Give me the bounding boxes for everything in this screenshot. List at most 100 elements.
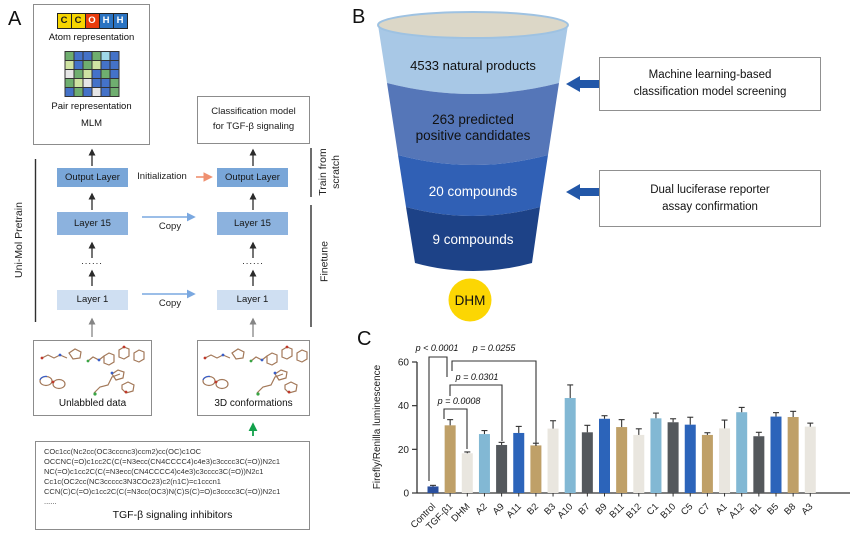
sig-bracket-3 [443,408,468,449]
pair-cell-2-2 [83,70,91,78]
x-label-B1: B1 [748,501,764,517]
initialization-label: Initialization [137,171,187,182]
callout-arrow-2-icon [566,184,600,200]
x-label-B9: B9 [594,501,610,517]
pair-cell-4-0 [65,88,73,96]
atom-cell-2: O [84,13,100,29]
finetune-label: Finetune [318,241,331,282]
sig-bracket-1 [451,360,537,446]
atom-cell-1: C [70,13,86,29]
layer15-right: Layer 15 [217,212,288,235]
smiles-line-6: ...... [44,497,57,506]
pair-cell-4-3 [92,88,100,96]
atom-cell-3: H [98,13,114,29]
bar-B1 [753,436,765,493]
x-label-TGF-β1: TGF-β1 [424,501,455,532]
sig-label-3: p = 0.0008 [437,396,481,406]
bar-A11 [513,432,525,493]
output-layer-left: Output Layer [57,168,128,187]
x-label-A11: A11 [505,501,524,520]
x-label-B8: B8 [782,501,798,517]
pair-cell-1-5 [110,61,118,69]
unlabeled-data-caption: Unlabbled data [58,398,127,409]
x-label-A12: A12 [727,501,747,521]
funnel-stage-2-text-line1: 263 predicted [432,112,514,127]
smiles-box: COc1cc(Nc2cc(OC3cccnc3)ccm2)cc(OC)c1OC O… [35,441,310,530]
atom-cell-0: C [56,13,72,29]
funnel-stage-1 [378,25,568,94]
x-label-Control: Control [409,501,438,530]
y-tick-label-40: 40 [398,401,410,412]
bar-B9 [599,418,610,493]
callout-arrow-1-icon [566,76,600,92]
bar-B2 [530,445,542,493]
bar-TGF-β1 [444,425,456,493]
conformations-box: 3D conformations [197,340,310,416]
x-label-A9: A9 [491,501,507,517]
x-label-B7: B7 [576,501,592,517]
layer15-left: Layer 15 [57,212,128,235]
bar-A12 [736,412,748,493]
pair-cell-1-1 [74,61,82,69]
funnel-stage-3-text: 20 compounds [429,184,518,199]
panel-c-label: C [357,328,372,350]
output-layer-right: Output Layer [217,168,288,187]
pair-cell-0-3 [92,52,100,60]
pair-cell-0-5 [110,52,118,60]
smiles-line-2: OCCNC(=O)c1cc2C(C(=N3ecc(CN4CCCC4)c4e3)c… [44,457,281,466]
classification-model-box: Classification model for TGF-β signaling [197,96,310,144]
pair-cell-2-5 [110,70,118,78]
pair-cell-3-5 [110,79,118,87]
sig-label-2: p = 0.0301 [455,372,499,382]
y-tick-label-60: 60 [398,358,410,369]
unimol-pretrain-label: Uni-Mol Pretrain [13,202,25,278]
smiles-line-3: NC(=O)c1cc2C(C(=N3ecc(CN4CCCC4)c4e3)c3cc… [44,467,264,476]
funnel-stage-4 [406,207,540,271]
pair-cell-2-4 [101,70,109,78]
unlabeled-data-box: Unlabbled data [33,340,152,416]
callout-ml-screening: Machine learning-based classification mo… [599,57,821,111]
atom-cell-4: H [112,13,128,29]
atom-representation-caption: Atom representation [48,32,135,43]
copy-label-2: Copy [158,298,182,309]
pair-cell-1-2 [83,61,91,69]
x-label-A3: A3 [799,501,815,517]
pair-cell-4-4 [101,88,109,96]
callout-luciferase-assay: Dual luciferase reporter assay confirmat… [599,170,821,227]
dhm-circle [448,278,492,322]
sig-bracket-0 [428,356,448,481]
pair-cell-1-0 [65,61,73,69]
pair-cell-1-4 [101,61,109,69]
bar-A2 [478,434,490,493]
classification-model-line1: Classification model [211,106,296,117]
smiles-caption: TGF-β signaling inhibitors [112,509,233,521]
pair-cell-3-2 [83,79,91,87]
pair-cell-0-0 [65,52,73,60]
x-label-A10: A10 [556,501,576,521]
pair-cell-3-0 [65,79,73,87]
panel-a-label: A [8,8,22,30]
panel-b-label: B [352,6,366,28]
funnel-top-ellipse [377,11,569,39]
dhm-label: DHM [455,293,486,308]
conformations-caption: 3D conformations [214,398,293,409]
train-from-scratch-label: Train from scratch [317,148,342,196]
bar-B8 [787,417,799,493]
funnel-stage-2 [387,83,559,165]
x-label-C7: C7 [696,501,712,517]
x-label-A1: A1 [714,501,730,517]
bar-B3 [547,428,559,493]
x-label-B10: B10 [658,501,678,521]
pair-representation-caption: Pair representation [51,101,132,112]
pair-cell-4-2 [83,88,91,96]
layer1-right: Layer 1 [217,290,288,310]
x-label-DHM: DHM [449,501,472,524]
pair-cell-3-1 [74,79,82,87]
x-label-C1: C1 [645,501,661,517]
bar-Control [427,486,439,493]
pair-cell-1-3 [92,61,100,69]
pair-cell-4-5 [110,88,118,96]
pair-representation-grid [64,51,119,97]
